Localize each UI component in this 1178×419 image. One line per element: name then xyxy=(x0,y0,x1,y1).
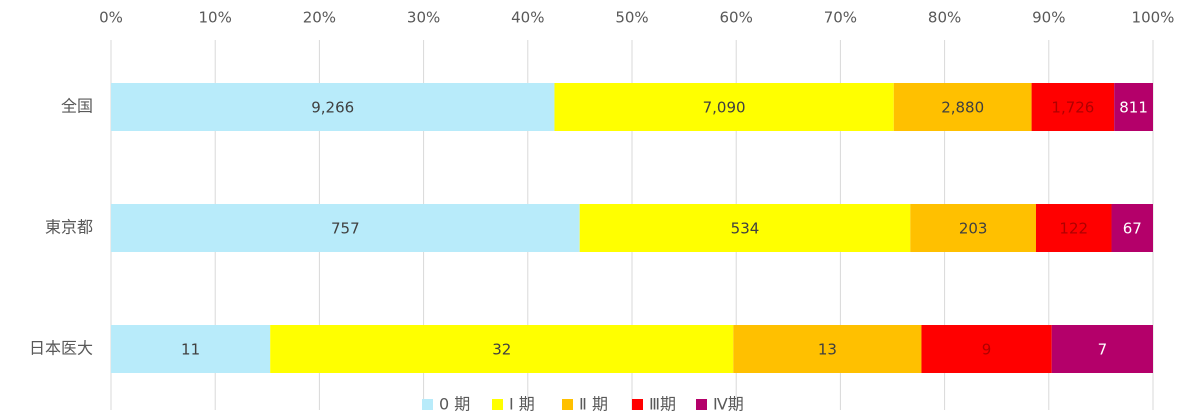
bar-segment xyxy=(579,204,911,252)
bar-segment xyxy=(1031,83,1115,131)
bar-segment xyxy=(1035,204,1112,252)
legend-label: Ⅳ期 xyxy=(713,395,744,414)
data-label: 67 xyxy=(1123,220,1142,238)
data-label: 122 xyxy=(1059,220,1088,238)
bar-segment xyxy=(554,83,894,131)
legend-swatch xyxy=(492,399,503,410)
x-tick-label: 50% xyxy=(615,9,648,27)
x-tick-label: 10% xyxy=(199,9,232,27)
data-label: 811 xyxy=(1119,99,1148,117)
legend-swatch xyxy=(562,399,573,410)
y-tick-label: 全国 xyxy=(61,97,93,116)
data-label: 13 xyxy=(818,341,837,359)
legend-label: Ⅲ期 xyxy=(649,395,676,414)
data-label: 7 xyxy=(1098,341,1108,359)
bar-segment xyxy=(921,325,1052,373)
x-tick-label: 30% xyxy=(407,9,440,27)
y-tick-label: 東京都 xyxy=(45,218,93,237)
data-label: 9 xyxy=(982,341,992,359)
data-label: 9,266 xyxy=(311,99,354,117)
x-tick-label: 70% xyxy=(824,9,857,27)
bar-segment xyxy=(111,325,271,373)
legend-label: 0 期 xyxy=(439,395,470,414)
bar-segment xyxy=(111,83,555,131)
bar-segment xyxy=(910,204,1036,252)
x-tick-label: 90% xyxy=(1032,9,1065,27)
x-tick-label: 60% xyxy=(720,9,753,27)
data-label: 7,090 xyxy=(703,99,746,117)
data-label: 1,726 xyxy=(1051,99,1094,117)
data-label: 32 xyxy=(492,341,511,359)
x-tick-label: 80% xyxy=(928,9,961,27)
data-label: 757 xyxy=(331,220,360,238)
legend-swatch xyxy=(632,399,643,410)
x-tick-label: 40% xyxy=(511,9,544,27)
legend-swatch xyxy=(422,399,433,410)
data-label: 2,880 xyxy=(941,99,984,117)
bar-segment xyxy=(1114,83,1153,131)
legend-label: Ⅱ 期 xyxy=(579,395,608,414)
bar-segment xyxy=(270,325,734,373)
y-tick-label: 日本医大 xyxy=(29,339,93,358)
bar-segment xyxy=(1111,204,1153,252)
x-tick-label: 0% xyxy=(99,9,123,27)
bar-segment xyxy=(1051,325,1153,373)
bar-segment xyxy=(111,204,580,252)
x-tick-label: 20% xyxy=(303,9,336,27)
legend-swatch xyxy=(696,399,707,410)
bar-segment xyxy=(733,325,922,373)
data-label: 203 xyxy=(959,220,988,238)
bar-segment xyxy=(893,83,1032,131)
data-label: 11 xyxy=(181,341,200,359)
x-tick-label: 100% xyxy=(1132,9,1175,27)
data-label: 534 xyxy=(731,220,760,238)
legend-label: Ⅰ 期 xyxy=(509,395,535,414)
